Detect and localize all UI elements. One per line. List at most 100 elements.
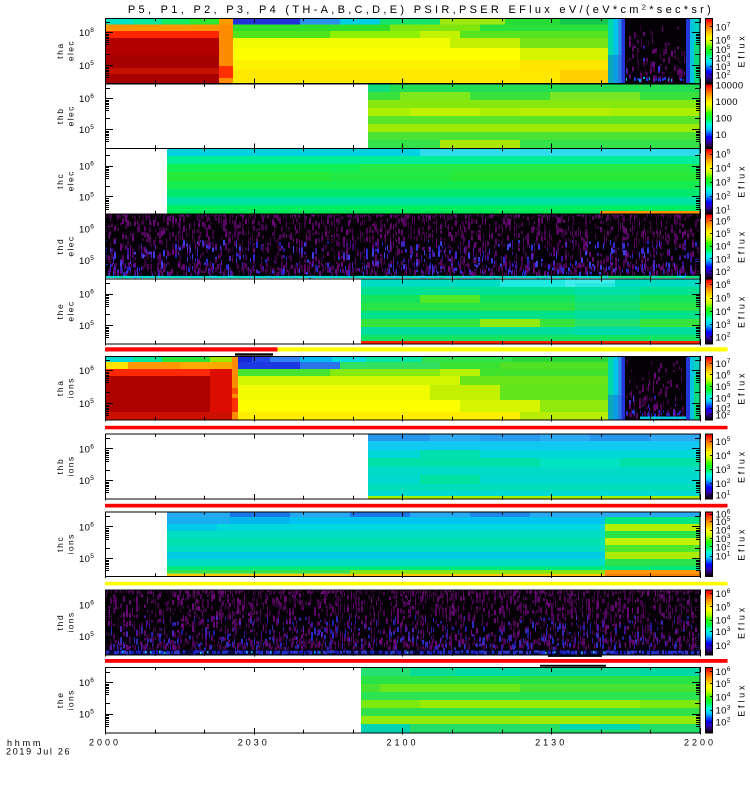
svg-text:10: 10 (716, 206, 727, 217)
svg-text:10: 10 (79, 601, 90, 612)
svg-text:1: 1 (727, 490, 731, 497)
svg-text:10: 10 (716, 320, 727, 331)
svg-text:the: the (55, 691, 65, 708)
svg-text:4: 4 (727, 241, 731, 248)
svg-text:2: 2 (727, 478, 731, 485)
svg-text:thd: thd (55, 238, 65, 255)
svg-text:thb: thb (55, 458, 65, 475)
svg-text:10: 10 (79, 554, 90, 565)
svg-text:thc: thc (55, 536, 65, 552)
svg-text:10: 10 (716, 307, 727, 318)
svg-text:10: 10 (716, 280, 727, 291)
svg-text:10: 10 (716, 451, 727, 462)
svg-text:10: 10 (79, 61, 90, 72)
svg-text:5: 5 (90, 124, 94, 131)
svg-text:thc: thc (55, 173, 65, 189)
svg-text:10: 10 (716, 679, 727, 690)
svg-text:8: 8 (90, 27, 94, 34)
svg-text:10: 10 (716, 333, 727, 344)
svg-text:6: 6 (727, 279, 731, 286)
svg-text:10: 10 (79, 125, 90, 136)
svg-text:5: 5 (727, 678, 731, 685)
svg-text:10: 10 (79, 399, 90, 410)
svg-text:4: 4 (727, 163, 731, 170)
svg-text:2: 2 (727, 332, 731, 339)
svg-text:10: 10 (716, 242, 727, 253)
svg-text:Eflux: Eflux (737, 371, 747, 405)
svg-text:P5, P1, P2, P3, P4 (TH-A,B,C,D: P5, P1, P2, P3, P4 (TH-A,B,C,D,E) PSIR,P… (128, 3, 714, 17)
svg-text:100: 100 (716, 114, 733, 125)
svg-text:10: 10 (716, 267, 727, 278)
svg-text:10: 10 (716, 130, 727, 141)
svg-text:10: 10 (716, 36, 727, 47)
svg-text:10: 10 (716, 255, 727, 266)
svg-text:10: 10 (716, 437, 727, 448)
svg-text:2: 2 (727, 410, 731, 417)
svg-text:3: 3 (727, 626, 731, 633)
svg-text:Eflux: Eflux (737, 605, 747, 639)
svg-text:10: 10 (716, 479, 727, 490)
svg-text:Eflux: Eflux (737, 164, 747, 198)
svg-text:10: 10 (716, 382, 727, 393)
svg-text:6: 6 (727, 509, 731, 516)
svg-text:4: 4 (727, 692, 731, 699)
svg-text:10: 10 (716, 552, 727, 563)
svg-text:10: 10 (79, 290, 90, 301)
svg-text:tha: tha (55, 379, 65, 396)
svg-text:10: 10 (79, 710, 90, 721)
svg-text:10: 10 (716, 667, 727, 678)
svg-text:10: 10 (79, 28, 90, 39)
svg-text:10: 10 (716, 192, 727, 203)
svg-text:6: 6 (90, 522, 94, 529)
svg-text:elec: elec (66, 105, 76, 126)
svg-text:6: 6 (727, 35, 731, 42)
svg-text:10: 10 (79, 523, 90, 534)
svg-text:10: 10 (716, 394, 727, 405)
svg-text:5: 5 (727, 44, 731, 51)
svg-text:6: 6 (90, 289, 94, 296)
svg-text:6: 6 (90, 365, 94, 372)
svg-text:6: 6 (90, 161, 94, 168)
svg-text:10: 10 (716, 616, 727, 627)
svg-text:5: 5 (727, 516, 731, 523)
svg-text:elec: elec (66, 235, 76, 256)
svg-text:10: 10 (716, 517, 727, 528)
svg-text:4: 4 (727, 615, 731, 622)
svg-text:10: 10 (716, 543, 727, 554)
svg-text:4: 4 (727, 306, 731, 313)
svg-text:4: 4 (727, 450, 731, 457)
svg-text:10: 10 (79, 94, 90, 105)
svg-text:elec: elec (66, 300, 76, 321)
svg-text:ions: ions (66, 611, 76, 632)
svg-text:5: 5 (90, 398, 94, 405)
svg-text:2100: 2100 (386, 738, 418, 748)
svg-text:10: 10 (716, 627, 727, 638)
svg-text:10: 10 (716, 23, 727, 34)
svg-text:5: 5 (727, 149, 731, 156)
svg-text:7: 7 (727, 22, 731, 29)
svg-text:Eflux: Eflux (737, 449, 747, 483)
svg-text:10: 10 (716, 371, 727, 382)
svg-text:3: 3 (727, 61, 731, 68)
svg-text:5: 5 (727, 381, 731, 388)
svg-text:2019 Jul 26: 2019 Jul 26 (6, 747, 71, 757)
svg-text:10: 10 (716, 404, 727, 415)
svg-text:ions: ions (66, 689, 76, 710)
svg-text:10: 10 (716, 45, 727, 56)
svg-text:10: 10 (716, 491, 727, 502)
svg-text:thb: thb (55, 107, 65, 124)
svg-text:10: 10 (716, 706, 727, 717)
svg-text:10: 10 (79, 632, 90, 643)
svg-text:Eflux: Eflux (737, 33, 747, 67)
svg-text:6: 6 (90, 677, 94, 684)
svg-text:6: 6 (727, 370, 731, 377)
svg-text:7: 7 (727, 358, 731, 365)
svg-text:10: 10 (716, 589, 727, 600)
svg-text:10: 10 (716, 641, 727, 652)
svg-text:2: 2 (727, 70, 731, 77)
svg-text:tha: tha (55, 42, 65, 59)
svg-text:5: 5 (90, 553, 94, 560)
svg-text:10: 10 (716, 465, 727, 476)
svg-text:10: 10 (716, 150, 727, 161)
svg-text:10: 10 (79, 256, 90, 267)
